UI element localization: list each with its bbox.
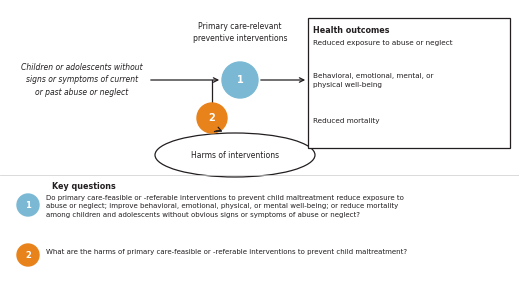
Text: Key questions: Key questions xyxy=(52,182,116,191)
Circle shape xyxy=(222,62,258,98)
Text: Primary care-relevant
preventive interventions: Primary care-relevant preventive interve… xyxy=(193,22,287,43)
Text: Health outcomes: Health outcomes xyxy=(313,26,389,35)
Circle shape xyxy=(17,244,39,266)
Ellipse shape xyxy=(155,133,315,177)
Text: Children or adolescents without
signs or symptoms of current
or past abuse or ne: Children or adolescents without signs or… xyxy=(21,63,143,97)
Text: Reduced mortality: Reduced mortality xyxy=(313,118,379,124)
Text: 2: 2 xyxy=(25,251,31,260)
Text: Reduced exposure to abuse or neglect: Reduced exposure to abuse or neglect xyxy=(313,40,453,46)
Text: Behavioral, emotional, mental, or
physical well-being: Behavioral, emotional, mental, or physic… xyxy=(313,73,433,87)
Text: What are the harms of primary care-feasible or -referable interventions to preve: What are the harms of primary care-feasi… xyxy=(46,249,407,255)
Text: 2: 2 xyxy=(209,113,215,123)
Text: 1: 1 xyxy=(237,75,243,85)
FancyBboxPatch shape xyxy=(308,18,510,148)
Circle shape xyxy=(197,103,227,133)
Text: Harms of interventions: Harms of interventions xyxy=(191,150,279,160)
Circle shape xyxy=(17,194,39,216)
Text: 1: 1 xyxy=(25,201,31,209)
Text: Do primary care-feasible or -referable interventions to prevent child maltreatme: Do primary care-feasible or -referable i… xyxy=(46,195,404,217)
